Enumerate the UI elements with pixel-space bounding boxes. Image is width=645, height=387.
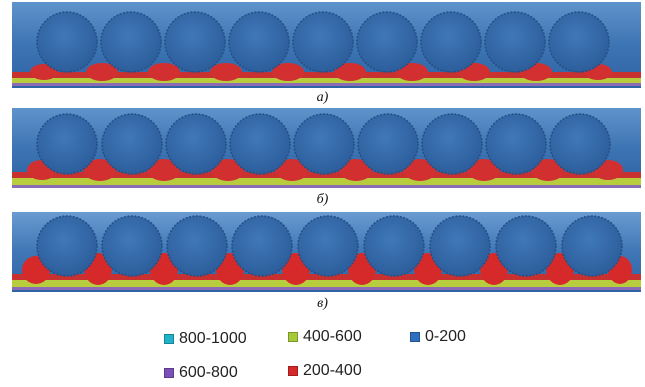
- legend-label: 200-400: [303, 362, 362, 379]
- legend-item-400-600: 400-600: [288, 328, 362, 346]
- cyan-swatch-icon: [164, 334, 174, 344]
- legend-item-800-1000: 800-1000: [164, 330, 247, 348]
- caption-b: б): [316, 192, 329, 207]
- purple-swatch-icon: [164, 368, 174, 378]
- legend-item-600-800: 600-800: [164, 364, 238, 382]
- legend-item-200-400: 200-400: [288, 362, 362, 380]
- legend: 800-1000 400-600 0-200 600-800 200-400: [0, 326, 645, 386]
- field-panel-c-image: [12, 212, 641, 292]
- caption-c: в): [317, 296, 328, 311]
- field-panel-b-image: [12, 108, 641, 188]
- legend-label: 0-200: [425, 328, 466, 345]
- legend-label: 400-600: [303, 328, 362, 345]
- panel-b: [12, 108, 641, 188]
- panel-a: [12, 2, 641, 88]
- panel-c: [12, 212, 641, 292]
- legend-label: 800-1000: [179, 330, 247, 347]
- blue-swatch-icon: [410, 332, 420, 342]
- red-swatch-icon: [288, 366, 298, 376]
- legend-item-0-200: 0-200: [410, 328, 466, 346]
- field-panel-a-image: [12, 2, 641, 88]
- green-swatch-icon: [288, 332, 298, 342]
- caption-a: а): [316, 90, 329, 105]
- legend-label: 600-800: [179, 364, 238, 381]
